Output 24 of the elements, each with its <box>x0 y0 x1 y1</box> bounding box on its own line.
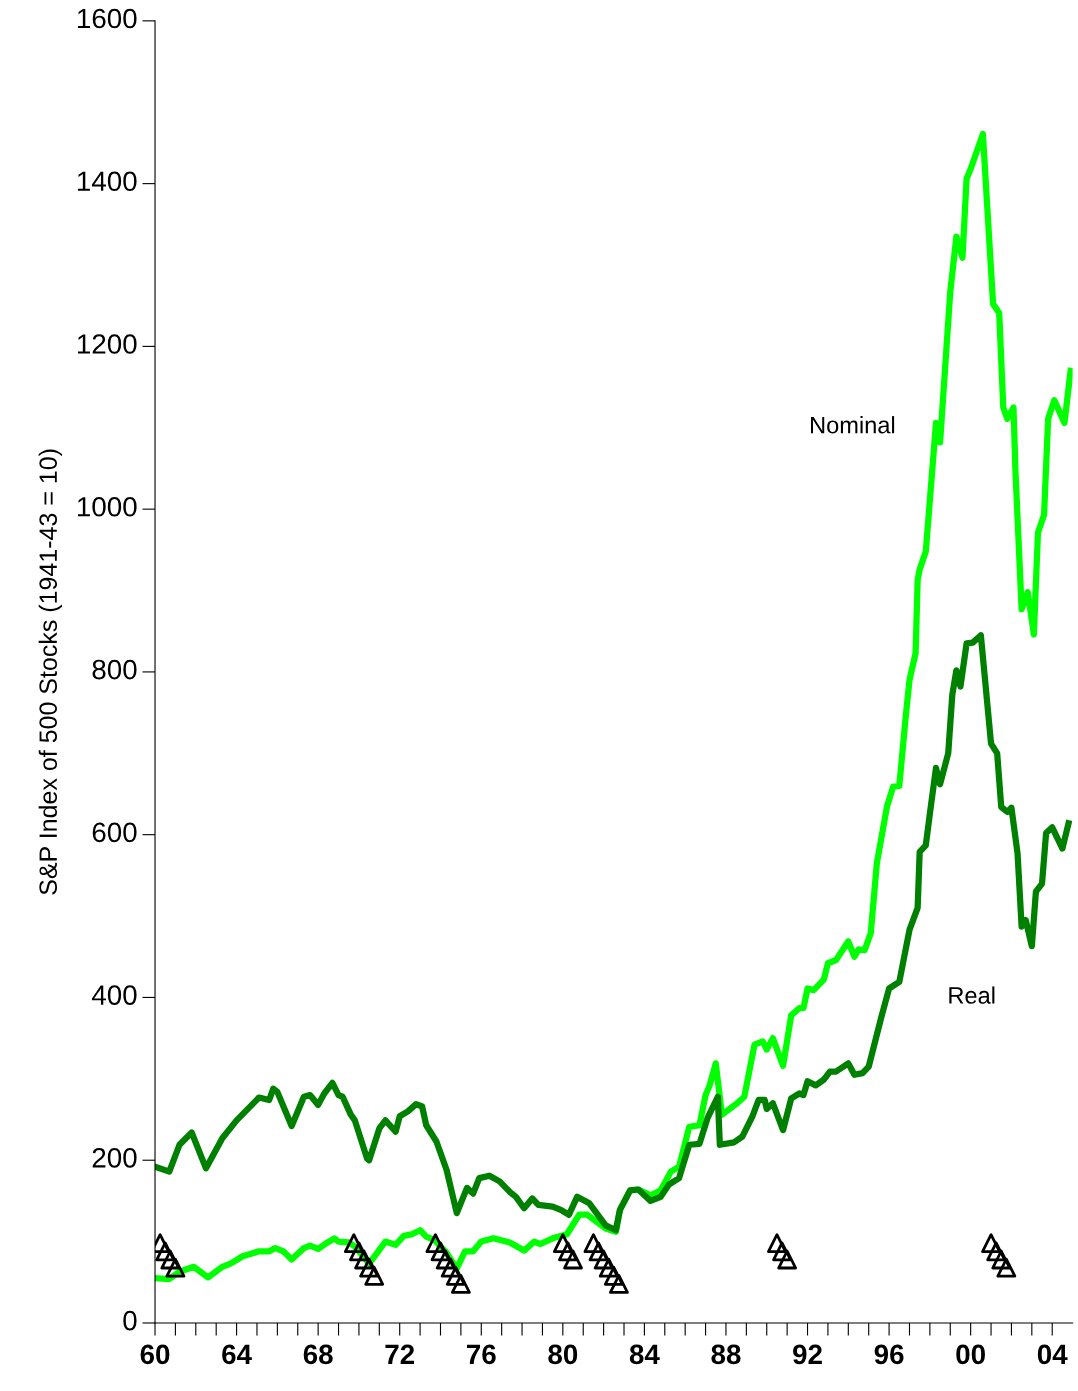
series-label: Nominal <box>811 416 895 434</box>
x-tick-label: 04 <box>1037 1344 1068 1365</box>
text: Real <box>949 986 995 1004</box>
y-axis-title: S&P Index of 500 Stocks (1941-43 = 10) <box>38 449 62 895</box>
y-tick-label: 1400 <box>77 171 137 192</box>
x-tick-label: 96 <box>874 1344 904 1365</box>
x-tick-label: 76 <box>467 1344 496 1365</box>
y-tick-label: 400 <box>91 985 137 1005</box>
y-tick-label: 1000 <box>77 496 137 517</box>
x-tick-label: 68 <box>303 1344 333 1365</box>
x-tick-label: 92 <box>793 1344 822 1365</box>
x-tick-label: 64 <box>222 1344 252 1365</box>
y-tick-label: 1600 <box>77 8 137 29</box>
x-tick-label: 84 <box>629 1344 660 1365</box>
y-tick-label: 600 <box>92 822 137 843</box>
x-tick-label: 72 <box>385 1344 415 1364</box>
x-tick-label: 80 <box>548 1344 578 1365</box>
x-tick-label: 00 <box>956 1344 985 1365</box>
y-tick-label: 0 <box>123 1310 137 1331</box>
x-tick-label: 88 <box>711 1344 741 1365</box>
y-tick-label: 1200 <box>77 334 137 354</box>
y-tick-label: 200 <box>92 1148 137 1168</box>
x-tick-label: 60 <box>140 1344 170 1365</box>
y-tick-label: 800 <box>92 659 137 680</box>
